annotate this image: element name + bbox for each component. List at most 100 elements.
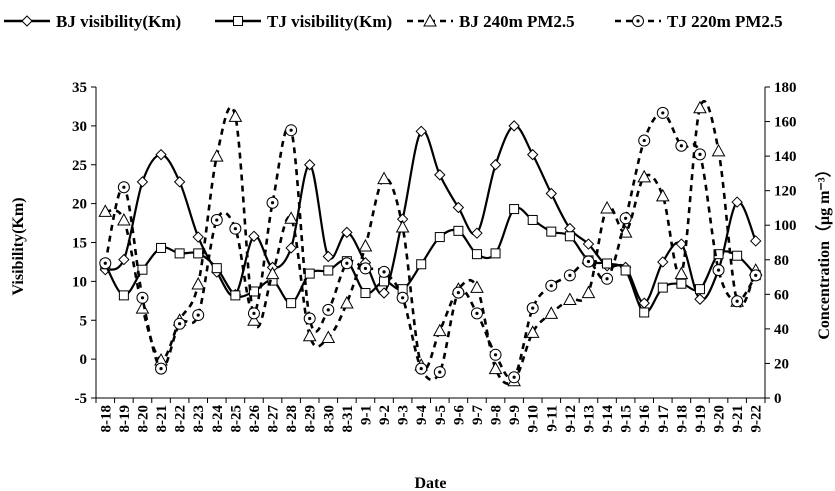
series-1-point xyxy=(322,250,334,263)
triangle-marker-shape xyxy=(340,295,354,309)
right-tick-label: 0 xyxy=(774,391,782,407)
triangle-marker-shape xyxy=(209,149,224,162)
x-tick-label: 8-21 xyxy=(154,405,170,433)
triangle-marker-shape xyxy=(544,306,559,319)
x-tick-label: 9-13 xyxy=(581,405,597,433)
circle-marker-dot xyxy=(624,216,628,220)
x-tick-label: 8-28 xyxy=(284,405,300,433)
square-marker-shape xyxy=(713,249,724,260)
triangle-marker-shape xyxy=(693,100,707,114)
square-marker-shape xyxy=(546,226,557,237)
x-tick-label: 8-19 xyxy=(117,405,133,433)
circle-marker-dot xyxy=(196,313,200,317)
left-tick-label: 35 xyxy=(72,80,87,96)
series-3-point xyxy=(395,219,410,233)
x-tick-label: 9-22 xyxy=(749,405,765,433)
triangle-marker-shape xyxy=(581,285,596,299)
series-1-point xyxy=(452,201,465,214)
legend-label-3: BJ 240m PM2.5 xyxy=(459,12,575,31)
series-3-point xyxy=(711,143,726,157)
series-2-point xyxy=(230,290,241,301)
series-2-point xyxy=(193,248,204,259)
triangle-marker-shape xyxy=(247,313,261,326)
circle-marker-dot xyxy=(493,353,498,357)
series-2-point xyxy=(453,225,464,236)
series-4-point xyxy=(229,222,242,235)
circle-marker-dot xyxy=(605,277,609,281)
series-2-point xyxy=(379,276,390,287)
series-4-point xyxy=(155,362,168,375)
x-tick-label: 8-29 xyxy=(303,405,319,433)
series-2-point xyxy=(156,242,167,253)
square-marker-shape xyxy=(657,282,668,293)
left-tick-label: 20 xyxy=(72,197,87,213)
series-4-point xyxy=(508,371,521,384)
series-4-point xyxy=(452,286,465,299)
right-tick-label: 100 xyxy=(774,218,797,234)
triangle-marker-shape xyxy=(600,200,614,214)
diamond-marker-shape xyxy=(527,148,539,161)
triangle-marker-shape xyxy=(674,266,689,280)
circle-marker-dot xyxy=(122,185,126,189)
series-3-point xyxy=(228,109,243,122)
x-tick-label: 9-4 xyxy=(414,405,430,425)
series-1-point xyxy=(136,176,149,188)
x-tick-label: 8-27 xyxy=(266,405,282,433)
series-2-point xyxy=(137,264,148,275)
square-marker-shape xyxy=(230,290,241,301)
series-2-point xyxy=(546,226,557,237)
series-4-point xyxy=(359,262,372,275)
circle-marker-dot xyxy=(289,128,293,132)
x-tick-label: 9-1 xyxy=(358,405,374,425)
series-2-point xyxy=(416,259,427,270)
triangle-marker-shape xyxy=(284,211,298,224)
circle-marker-dot xyxy=(326,308,330,312)
series-2-point xyxy=(694,284,705,295)
x-tick-label: 9-11 xyxy=(544,405,560,432)
x-tick-label: 9-3 xyxy=(396,405,412,425)
x-tick-label: 8-24 xyxy=(210,405,226,433)
diamond-marker-shape xyxy=(304,159,316,171)
x-tick-label: 9-19 xyxy=(693,405,709,433)
series-2-point xyxy=(286,298,297,309)
series-4-point xyxy=(582,255,595,268)
circle-marker-dot xyxy=(456,291,460,295)
series-3-point xyxy=(247,313,261,326)
square-marker-shape xyxy=(118,290,129,301)
series-2-point xyxy=(248,286,259,297)
legend-label-4: TJ 220m PM2.5 xyxy=(667,12,783,31)
series-2-point xyxy=(639,307,650,318)
series-2-point xyxy=(602,258,613,269)
series-3-point xyxy=(674,266,689,280)
square-marker-shape xyxy=(490,248,501,259)
circle-marker-dot xyxy=(475,311,479,315)
series-4-point xyxy=(619,212,632,225)
series-4-point xyxy=(303,312,316,325)
x-tick-label: 8-31 xyxy=(340,405,356,433)
legend-label-2: TJ visibility(Km) xyxy=(267,12,392,31)
legend-marker-1 xyxy=(21,15,33,27)
series-3-point xyxy=(209,149,224,162)
triangle-marker-shape xyxy=(470,280,484,293)
square-marker-shape xyxy=(360,288,371,299)
square-marker-shape xyxy=(416,259,427,270)
circle-marker-dot xyxy=(735,299,739,303)
diamond-marker-shape xyxy=(378,287,390,299)
series-2-point xyxy=(527,214,538,225)
series-1-point xyxy=(489,159,502,171)
series-1-point xyxy=(657,256,669,268)
square-marker-shape xyxy=(602,258,613,269)
square-marker-shape xyxy=(676,278,687,289)
series-2-point xyxy=(211,263,222,274)
left-tick-label: 0 xyxy=(80,352,88,368)
circle-marker-dot xyxy=(382,270,386,274)
series-3-point xyxy=(98,204,113,217)
diamond-marker-shape xyxy=(173,176,186,188)
series-4-point xyxy=(117,181,130,194)
diamond-marker-shape xyxy=(248,230,260,242)
circle-marker-dot xyxy=(568,273,572,277)
diamond-marker-shape xyxy=(136,176,149,188)
series-1-point xyxy=(248,230,260,242)
square-marker-shape xyxy=(304,268,315,279)
